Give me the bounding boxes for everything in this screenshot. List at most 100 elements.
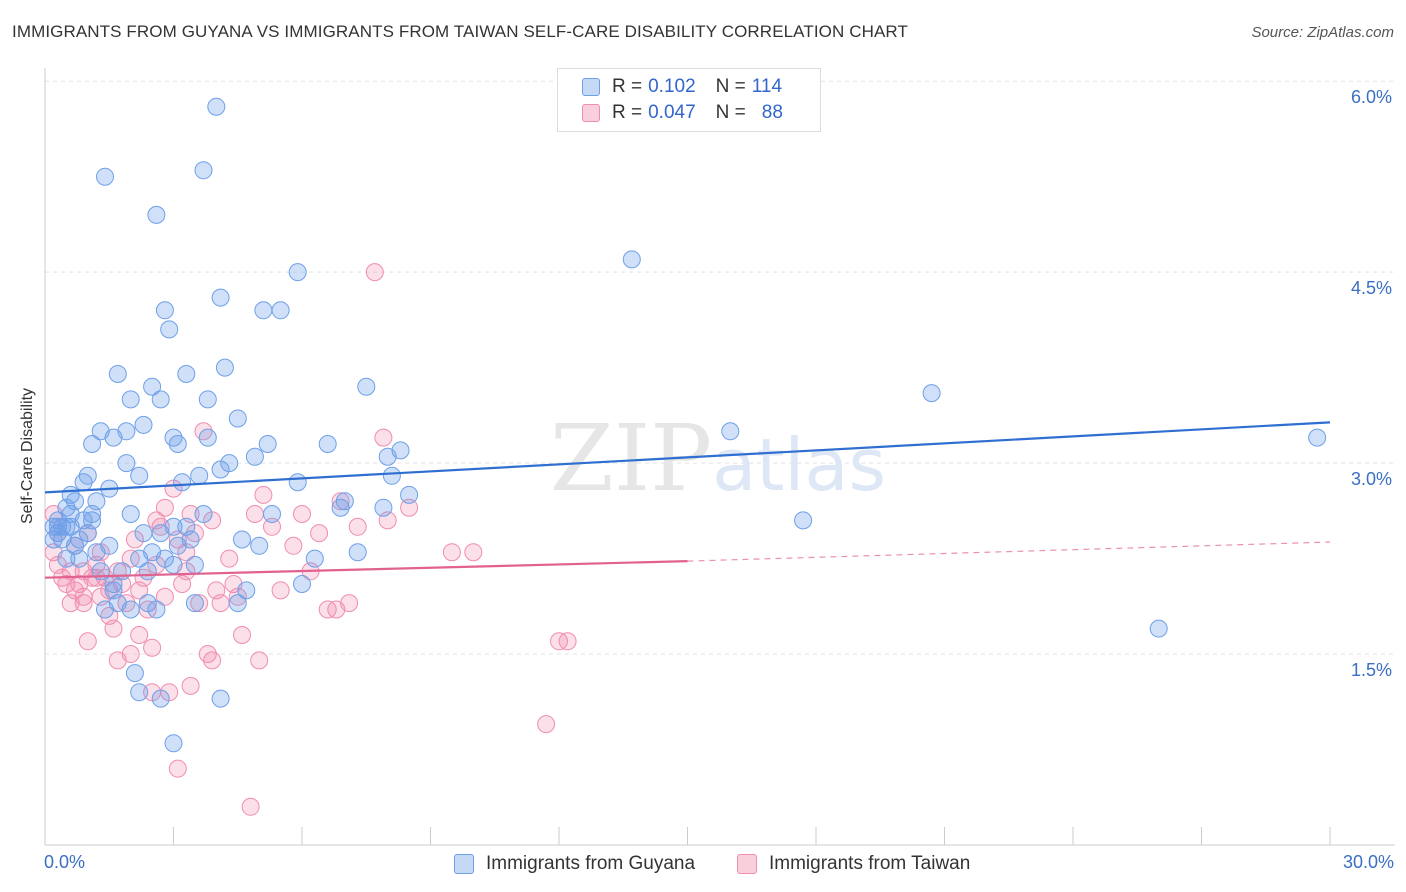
guyana-point <box>185 594 204 613</box>
taiwan-point <box>400 498 419 517</box>
taiwan-point <box>66 581 84 600</box>
guyana-point <box>181 530 200 549</box>
guyana-n-value: 114 <box>751 76 783 97</box>
taiwan-point <box>78 632 97 651</box>
guyana-point <box>130 683 149 702</box>
taiwan-point <box>181 676 200 695</box>
guyana-point <box>194 161 213 180</box>
guyana-point <box>130 466 149 485</box>
guyana-point <box>117 422 136 441</box>
x-tick-max: 30.0% <box>1342 852 1394 872</box>
guyana-point <box>211 689 230 708</box>
taiwan-n-label: N = <box>715 102 746 123</box>
taiwan-point <box>365 263 384 282</box>
guyana-point <box>147 205 166 224</box>
guyana-point <box>263 505 281 523</box>
guyana-point <box>78 466 97 485</box>
guyana-point <box>335 492 354 511</box>
taiwan-point <box>104 619 123 638</box>
taiwan-r-value: 0.047 <box>648 102 696 123</box>
taiwan-trend-line <box>44 560 688 579</box>
bottom-guyana-swatch <box>454 854 474 874</box>
taiwan-point <box>284 536 303 555</box>
guyana-point <box>922 384 941 403</box>
chart-title: IMMIGRANTS FROM GUYANA VS IMMIGRANTS FRO… <box>12 22 908 41</box>
guyana-point <box>57 549 76 568</box>
guyana-point <box>220 454 239 473</box>
guyana-point <box>215 358 234 377</box>
taiwan-point <box>537 715 556 734</box>
guyana-point <box>400 485 419 504</box>
guyana-point <box>228 594 247 613</box>
taiwan-point <box>374 428 393 447</box>
guyana-point <box>258 435 277 453</box>
taiwan-point <box>241 797 260 816</box>
taiwan-point <box>254 485 273 504</box>
guyana-point <box>194 505 213 523</box>
guyana-point <box>237 581 256 600</box>
taiwan-point <box>121 645 140 663</box>
taiwan-point <box>271 581 290 600</box>
legend-row-guyana: R = 0.102 N = 114 <box>582 74 782 100</box>
bottom-taiwan-label: Immigrants from Taiwan <box>769 853 971 874</box>
guyana-point <box>70 549 89 568</box>
taiwan-point <box>130 626 149 644</box>
guyana-point <box>168 435 187 453</box>
guyana-point <box>318 435 337 453</box>
taiwan-point <box>348 517 367 536</box>
taiwan-point <box>155 587 174 606</box>
guyana-point <box>254 301 273 320</box>
guyana-point <box>622 250 641 269</box>
guyana-point <box>134 415 153 434</box>
bottom-taiwan-swatch <box>737 854 757 874</box>
watermark-zip: ZIP <box>550 405 712 512</box>
taiwan-r-label: R = <box>612 102 643 123</box>
guyana-point <box>1149 619 1168 638</box>
guyana-point <box>125 664 144 683</box>
guyana-point <box>138 562 157 581</box>
guyana-n-label: N = <box>715 76 746 97</box>
guyana-point <box>382 466 401 485</box>
guyana-point <box>173 473 192 492</box>
taiwan-n-value: 88 <box>761 102 783 123</box>
legend-row-taiwan: R = 0.047 N = 88 <box>582 100 783 126</box>
taiwan-point <box>143 638 162 657</box>
taiwan-point <box>250 651 269 670</box>
guyana-point <box>160 320 179 339</box>
guyana-point <box>155 301 174 320</box>
taiwan-point <box>220 549 239 568</box>
guyana-point <box>374 498 393 517</box>
guyana-point <box>164 555 183 574</box>
guyana-point <box>288 473 307 492</box>
guyana-point <box>117 454 136 473</box>
bottom-legend-guyana: Immigrants from Guyana <box>454 852 695 876</box>
taiwan-point <box>245 505 264 523</box>
y-tick-label: 3.0% <box>1350 469 1392 489</box>
taiwan-point <box>203 651 222 670</box>
guyana-point <box>143 377 162 396</box>
guyana-point <box>164 734 183 753</box>
taiwan-swatch <box>582 104 600 122</box>
guyana-point <box>250 536 269 555</box>
taiwan-point <box>74 594 93 613</box>
guyana-r-value: 0.102 <box>648 76 696 97</box>
taiwan-point <box>263 517 281 536</box>
guyana-point <box>121 505 140 523</box>
guyana-point <box>134 524 153 543</box>
y-tick-label: 4.5% <box>1350 278 1392 298</box>
guyana-point <box>83 505 102 523</box>
guyana-point <box>164 517 183 536</box>
taiwan-point <box>211 594 230 613</box>
guyana-point <box>61 517 80 536</box>
guyana-point <box>288 263 307 282</box>
guyana-point <box>104 575 123 593</box>
guyana-point <box>198 390 217 409</box>
guyana-point <box>348 543 367 562</box>
guyana-point <box>100 536 119 555</box>
guyana-point <box>48 517 67 536</box>
guyana-point <box>108 365 127 383</box>
taiwan-point <box>233 626 251 644</box>
bottom-legend-taiwan: Immigrants from Taiwan <box>737 852 970 876</box>
guyana-point <box>207 97 226 116</box>
guyana-point <box>121 600 140 619</box>
